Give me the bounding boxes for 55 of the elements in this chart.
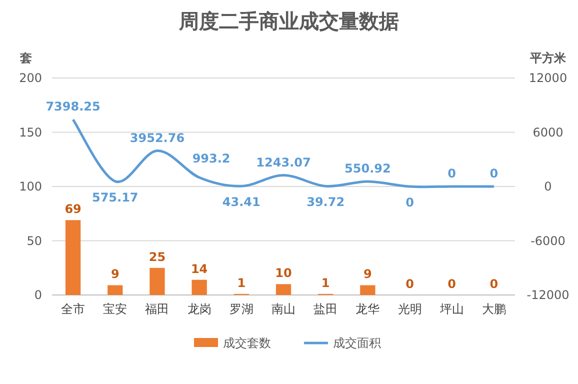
- data-label: 1: [237, 276, 246, 290]
- y2-tick-label: -12000: [526, 288, 570, 302]
- data-label: 550.92: [344, 162, 391, 176]
- bar: [276, 284, 292, 295]
- data-label: 43.41: [222, 195, 260, 210]
- x-tick-label: 南山: [272, 302, 296, 316]
- legend-label: 成交套数: [223, 336, 271, 350]
- bar: [65, 220, 81, 295]
- x-tick-label: 宝安: [103, 302, 128, 316]
- data-label: 3952.76: [130, 130, 185, 145]
- data-label: 39.72: [306, 195, 345, 210]
- y2-tick-label: 0: [544, 180, 552, 194]
- line-series: [72, 118, 496, 188]
- y-tick-label: 50: [26, 234, 42, 248]
- data-label: 0: [448, 277, 456, 291]
- x-tick-label: 福田: [145, 302, 170, 316]
- data-label: 0: [406, 196, 414, 210]
- data-label: 14: [190, 262, 208, 276]
- chart-title: 周度二手商业成交量数据: [178, 9, 399, 33]
- x-tick-label: 盐田: [314, 302, 338, 316]
- bar: [150, 268, 165, 295]
- x-tick-label: 龙岗: [187, 302, 212, 316]
- data-label: 1: [321, 276, 330, 290]
- data-label: 69: [64, 202, 82, 216]
- data-label: 10: [275, 266, 292, 280]
- data-label: 993.2: [192, 152, 230, 166]
- bar: [360, 285, 376, 295]
- bar: [108, 285, 123, 295]
- y2-tick-label: 6000: [532, 125, 564, 140]
- x-tick-label: 坪山: [438, 302, 464, 316]
- data-label: 7398.25: [46, 100, 100, 114]
- data-label: 0: [490, 277, 498, 291]
- data-label: 0: [406, 277, 414, 291]
- data-label: 0: [490, 166, 498, 180]
- x-tick-label: 龙华: [356, 302, 380, 316]
- data-label: 1243.07: [256, 155, 311, 170]
- data-label: 25: [148, 250, 166, 264]
- bar: [192, 280, 207, 295]
- data-label: 0: [448, 166, 456, 180]
- x-tick-label: 大鹏: [482, 302, 506, 316]
- y-tick-label: 150: [19, 125, 42, 140]
- y2-axis-title: 平方米: [529, 51, 567, 65]
- x-tick-label: 光明: [398, 302, 422, 316]
- y-axis-title: 套: [19, 51, 32, 65]
- y2-tick-label: -6000: [530, 234, 566, 248]
- y-tick-label: 100: [19, 180, 42, 194]
- y2-tick-label: 12000: [528, 71, 568, 85]
- y-tick-label: 0: [34, 288, 42, 302]
- data-label: 575.17: [92, 190, 138, 204]
- legend-label: 成交面积: [333, 336, 381, 350]
- y-tick-label: 200: [19, 71, 42, 85]
- x-tick-label: 全市: [61, 302, 86, 316]
- x-tick-label: 罗湖: [229, 302, 254, 316]
- data-label: 9: [110, 267, 120, 282]
- data-label: 9: [364, 267, 372, 282]
